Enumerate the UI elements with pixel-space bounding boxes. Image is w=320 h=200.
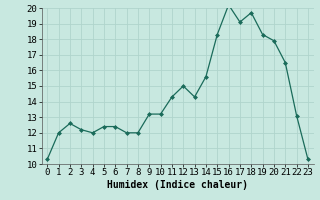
X-axis label: Humidex (Indice chaleur): Humidex (Indice chaleur): [107, 180, 248, 190]
